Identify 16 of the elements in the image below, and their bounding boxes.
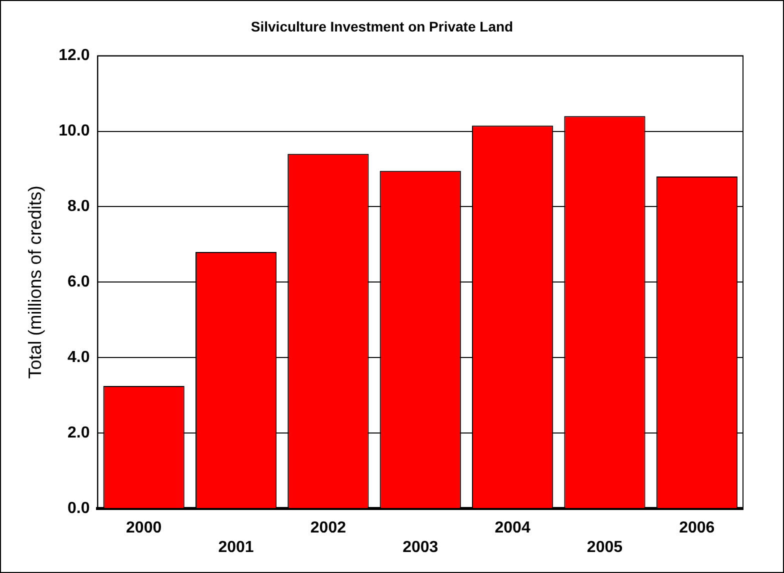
y-tick-label: 10.0 xyxy=(58,122,90,140)
x-tick-label: 2005 xyxy=(586,538,623,556)
x-tick-label: 2001 xyxy=(218,538,254,556)
y-tick-label: 12.0 xyxy=(58,47,90,64)
x-tick-label: 2004 xyxy=(494,520,530,537)
x-tick-label: 2002 xyxy=(310,520,346,537)
y-tick-label: 0.0 xyxy=(67,500,90,518)
y-tick-label: 8.0 xyxy=(67,198,90,216)
y-axis-title: Total (millions of credits) xyxy=(24,186,45,379)
chart-title: Silviculture Investment on Private Land xyxy=(250,18,514,34)
x-tick-label: 2003 xyxy=(402,538,438,556)
x-tick-label: 2000 xyxy=(126,520,162,537)
y-tick-label: 2.0 xyxy=(67,424,90,442)
y-tick-label: 4.0 xyxy=(67,349,90,366)
y-tick-label: 6.0 xyxy=(67,274,90,291)
x-tick-label: 2006 xyxy=(679,520,715,537)
